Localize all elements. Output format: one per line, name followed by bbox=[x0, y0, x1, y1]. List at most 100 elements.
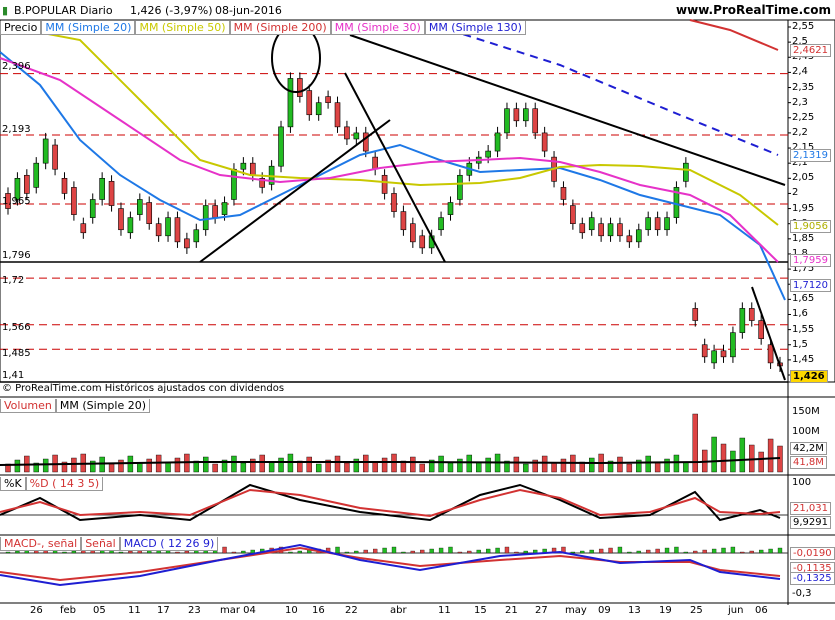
candle bbox=[607, 223, 614, 237]
candle bbox=[570, 205, 576, 224]
legend-volume-mm[interactable]: MM (Simple 20) bbox=[55, 399, 151, 413]
legend-d[interactable]: %D ( 14 3 5) bbox=[25, 477, 104, 491]
volume-bar bbox=[523, 463, 529, 473]
volume-bar bbox=[61, 461, 68, 473]
level-label: 1,796 bbox=[2, 250, 31, 261]
macd-hist-bar bbox=[504, 546, 510, 554]
macd-hist-bar bbox=[250, 549, 255, 554]
candle bbox=[231, 168, 237, 200]
brand-label: www.ProRealTime.com bbox=[676, 3, 831, 17]
legend-macd-hist[interactable]: MACD-, señal bbox=[0, 537, 82, 551]
level-label: 2,193 bbox=[2, 124, 31, 135]
candle bbox=[748, 308, 755, 321]
candle bbox=[42, 138, 49, 164]
volume-bar bbox=[428, 459, 435, 473]
legend-mm200[interactable]: MM (Simple 200) bbox=[229, 21, 331, 35]
candle bbox=[588, 217, 595, 231]
legend-k[interactable]: %K bbox=[0, 477, 26, 491]
legend-price[interactable]: Precio bbox=[0, 21, 42, 35]
macd-hist-bar bbox=[730, 546, 736, 554]
candle bbox=[626, 235, 633, 243]
vol-axis-label: 100M bbox=[792, 426, 820, 437]
volume-bar bbox=[758, 451, 764, 473]
volume-bar bbox=[381, 457, 388, 473]
macd-hist-bar bbox=[646, 549, 651, 554]
volume-bar bbox=[720, 443, 727, 473]
candle bbox=[372, 156, 378, 170]
volume-bar bbox=[344, 462, 350, 473]
candle bbox=[14, 178, 21, 200]
date-label: 08-jun-2016 bbox=[215, 4, 282, 17]
volume-bar bbox=[730, 450, 736, 473]
macd-hist-bar bbox=[457, 551, 463, 554]
macd-hist-bar bbox=[438, 547, 444, 554]
legend-mm50[interactable]: MM (Simple 50) bbox=[135, 21, 230, 35]
legend-mm30[interactable]: MM (Simple 30) bbox=[330, 21, 425, 35]
candle bbox=[532, 108, 539, 134]
x-axis-label: 05 bbox=[93, 605, 106, 616]
macd-hist-bar bbox=[598, 548, 604, 554]
x-axis-label: 22 bbox=[345, 605, 358, 616]
volume-bar bbox=[457, 458, 463, 473]
volume-bar bbox=[664, 458, 670, 473]
macd-hist-bar bbox=[62, 551, 67, 554]
trend-line bbox=[199, 119, 391, 263]
candle bbox=[683, 162, 689, 182]
legend-macd[interactable]: MACD ( 12 26 9) bbox=[119, 537, 219, 551]
price-axis-label: 1,55 bbox=[792, 323, 815, 335]
macd-hist-bar bbox=[420, 549, 425, 554]
volume-bar bbox=[739, 437, 746, 473]
volume-bar bbox=[683, 461, 689, 473]
volume-bar bbox=[14, 459, 21, 473]
price-panel bbox=[0, 19, 835, 383]
candle bbox=[362, 132, 369, 152]
macd-hist-bar bbox=[514, 551, 519, 554]
price-axis-label: 1,45 bbox=[792, 353, 815, 365]
macd-hist-bar bbox=[128, 550, 133, 554]
legend-volume[interactable]: Volumen bbox=[0, 399, 56, 413]
legend-mm130[interactable]: MM (Simple 130) bbox=[424, 21, 526, 35]
macd-hist-bar bbox=[655, 548, 660, 554]
candle bbox=[617, 223, 623, 237]
candle bbox=[739, 308, 746, 333]
macd-hist-bar bbox=[693, 550, 698, 554]
macd-hist-bar bbox=[476, 549, 481, 554]
macd-hist-bar bbox=[363, 549, 368, 554]
volume-bar bbox=[391, 453, 397, 473]
volume-bar bbox=[174, 457, 181, 473]
stoch-d-line bbox=[0, 488, 781, 518]
candle bbox=[33, 162, 40, 188]
volume-bar bbox=[485, 457, 491, 473]
macd-hist-bar bbox=[683, 551, 689, 554]
legend-signal[interactable]: Señal bbox=[81, 537, 120, 551]
macd-hist-bar bbox=[391, 546, 397, 554]
tag-mm20: 2,1319 bbox=[790, 149, 831, 162]
macd-hist-bar bbox=[5, 551, 11, 554]
volume-legend: Volumen MM (Simple 20) bbox=[0, 399, 151, 413]
candle bbox=[259, 178, 265, 188]
x-axis-label: abr bbox=[390, 605, 407, 616]
volume-bar bbox=[203, 456, 209, 473]
volume-bar bbox=[146, 458, 152, 473]
candle bbox=[174, 217, 181, 243]
candle bbox=[287, 78, 294, 128]
vol-axis-label: 150M bbox=[792, 406, 820, 417]
macd-hist-bar bbox=[777, 547, 783, 554]
candle bbox=[541, 132, 548, 152]
candle bbox=[353, 132, 360, 140]
volume-bar bbox=[108, 463, 115, 473]
legend-mm20[interactable]: MM (Simple 20) bbox=[41, 21, 136, 35]
tag-stoch-k: 9,9291 bbox=[790, 516, 831, 529]
volume-bar bbox=[617, 456, 623, 473]
x-axis-label: 25 bbox=[690, 605, 703, 616]
volume-bar bbox=[504, 460, 510, 473]
macd-hist-bar bbox=[335, 546, 340, 554]
volume-bar bbox=[513, 456, 520, 473]
macd-hist-bar bbox=[523, 550, 528, 554]
macd-hist-bar bbox=[410, 550, 415, 554]
candle bbox=[118, 208, 124, 231]
candle bbox=[692, 308, 699, 321]
volume-bar bbox=[438, 455, 444, 473]
macd-hist-bar bbox=[721, 547, 726, 554]
